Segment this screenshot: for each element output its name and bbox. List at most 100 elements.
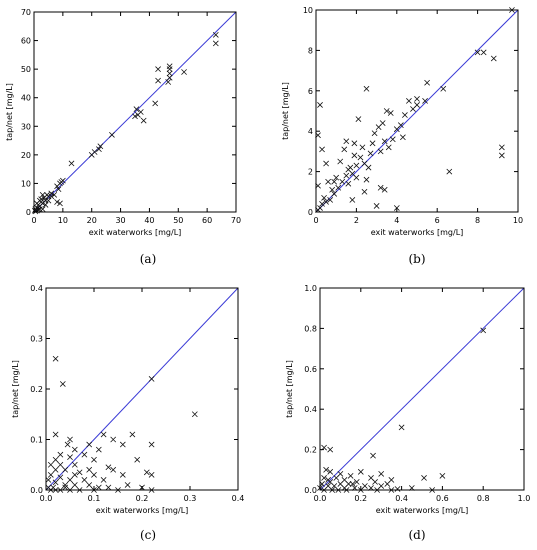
data-point-b-23 xyxy=(377,148,384,155)
data-point-a-16 xyxy=(109,131,115,138)
data-point-c-23 xyxy=(57,461,64,468)
data-point-b-13 xyxy=(406,98,412,104)
data-point-c-36 xyxy=(67,477,73,483)
x-tick-label-a-0: 0 xyxy=(31,216,36,225)
data-point-a-30 xyxy=(48,193,55,200)
data-point-c-45 xyxy=(105,484,112,491)
data-point-b-14 xyxy=(401,112,408,118)
x-axis-label-d: exit waterworks [mg/L] xyxy=(376,506,469,515)
x-tick-label-c-1: 0.1 xyxy=(88,494,101,503)
data-point-a-46 xyxy=(39,206,46,213)
data-point-c-34 xyxy=(47,471,54,478)
data-point-d-12 xyxy=(327,468,334,475)
data-point-a-17 xyxy=(97,143,104,150)
data-point-b-60 xyxy=(323,160,329,167)
data-point-b-12 xyxy=(410,106,416,112)
data-point-b-62 xyxy=(375,124,382,131)
data-point-b-4 xyxy=(498,144,505,151)
data-point-c-17 xyxy=(81,451,88,458)
y-tick-label-d-1: 0.2 xyxy=(304,446,317,455)
data-point-d-40 xyxy=(394,486,401,492)
x-tick-label-c-4: 0.4 xyxy=(232,494,245,503)
data-point-b-42 xyxy=(341,146,348,153)
data-point-b-21 xyxy=(383,108,390,114)
x-tick-label-b-4: 8 xyxy=(475,216,480,225)
y-tick-label-c-1: 0.1 xyxy=(30,436,43,445)
data-point-b-31 xyxy=(357,154,364,161)
x-tick-label-a-5: 50 xyxy=(173,216,183,225)
x-tick-label-b-1: 2 xyxy=(354,216,359,225)
data-point-b-37 xyxy=(349,196,356,203)
data-point-b-44 xyxy=(337,158,344,165)
data-point-c-20 xyxy=(134,456,141,463)
reference-line-b xyxy=(315,9,519,213)
data-point-c-16 xyxy=(67,454,73,461)
data-point-a-25 xyxy=(54,183,60,190)
data-point-a-21 xyxy=(68,160,75,167)
data-point-c-5 xyxy=(67,436,73,443)
data-point-c-40 xyxy=(45,477,52,483)
data-point-d-4 xyxy=(439,472,446,479)
axes-frame-d xyxy=(319,287,525,491)
y-tick-label-a-7: 70 xyxy=(21,8,31,17)
data-point-b-49 xyxy=(327,196,334,203)
data-point-c-33 xyxy=(143,469,150,476)
data-point-a-50 xyxy=(39,191,46,198)
data-point-b-40 xyxy=(343,138,350,145)
x-tick-label-d-4: 0.8 xyxy=(477,494,490,503)
data-point-a-34 xyxy=(41,194,47,201)
x-tick-label-b-0: 0 xyxy=(313,216,318,225)
reference-line-a xyxy=(33,11,237,213)
data-point-c-44 xyxy=(86,482,93,488)
x-tick-label-d-1: 0.2 xyxy=(354,494,367,503)
data-point-a-3 xyxy=(166,63,173,70)
data-point-b-3 xyxy=(490,55,497,62)
data-point-c-37 xyxy=(81,477,88,483)
data-point-c-32 xyxy=(119,471,126,478)
data-point-d-44 xyxy=(384,481,391,487)
data-point-a-5 xyxy=(166,70,173,77)
data-point-c-18 xyxy=(91,456,97,463)
x-tick-label-a-2: 20 xyxy=(87,216,97,225)
data-point-b-5 xyxy=(498,152,505,159)
data-point-b-27 xyxy=(363,85,370,92)
data-point-c-22 xyxy=(47,461,54,468)
data-point-a-13 xyxy=(135,111,141,118)
y-tick-label-a-5: 50 xyxy=(21,65,31,74)
y-tick-label-d-0: 0.0 xyxy=(304,486,317,495)
y-tick-label-a-4: 40 xyxy=(21,94,31,103)
y-tick-label-b-1: 2 xyxy=(308,168,313,177)
data-point-b-66 xyxy=(351,152,358,159)
data-point-b-20 xyxy=(381,138,388,145)
data-point-a-2 xyxy=(181,69,187,75)
data-point-b-10 xyxy=(414,95,420,102)
data-point-c-8 xyxy=(110,436,117,443)
data-point-d-43 xyxy=(325,477,332,483)
x-tick-label-d-0: 0.0 xyxy=(314,494,327,503)
data-point-b-69 xyxy=(361,188,368,195)
scatter-panel-d: 0.0 0.2 0.4 0.6 0.8 1.0 0.0 0.2 0.4 0.6 0.8 1.0 exit… xyxy=(270,276,537,550)
data-point-b-70 xyxy=(345,166,352,173)
x-tick-label-a-6: 60 xyxy=(202,216,212,225)
data-point-a-15 xyxy=(132,113,138,120)
data-point-c-1 xyxy=(191,411,198,418)
data-point-c-26 xyxy=(110,466,117,473)
data-point-d-0 xyxy=(480,327,487,334)
axes-frame-b xyxy=(315,9,519,213)
data-point-c-21 xyxy=(52,456,59,463)
data-point-c-19 xyxy=(105,464,112,471)
x-tick-label-d-3: 0.6 xyxy=(436,494,449,503)
data-point-b-32 xyxy=(355,116,362,122)
data-point-b-68 xyxy=(381,186,388,193)
y-tick-label-b-0: 0 xyxy=(308,208,313,217)
data-point-a-1 xyxy=(212,40,219,47)
caption-c: (c) xyxy=(139,528,157,542)
x-tick-label-a-7: 70 xyxy=(231,216,241,225)
data-point-a-6 xyxy=(166,74,173,81)
data-point-a-18 xyxy=(96,146,102,153)
data-point-a-10 xyxy=(152,100,159,107)
y-tick-label-c-3: 0.3 xyxy=(30,335,43,344)
data-point-d-14 xyxy=(333,474,340,481)
data-point-b-54 xyxy=(319,201,325,207)
data-point-a-0 xyxy=(212,31,219,38)
